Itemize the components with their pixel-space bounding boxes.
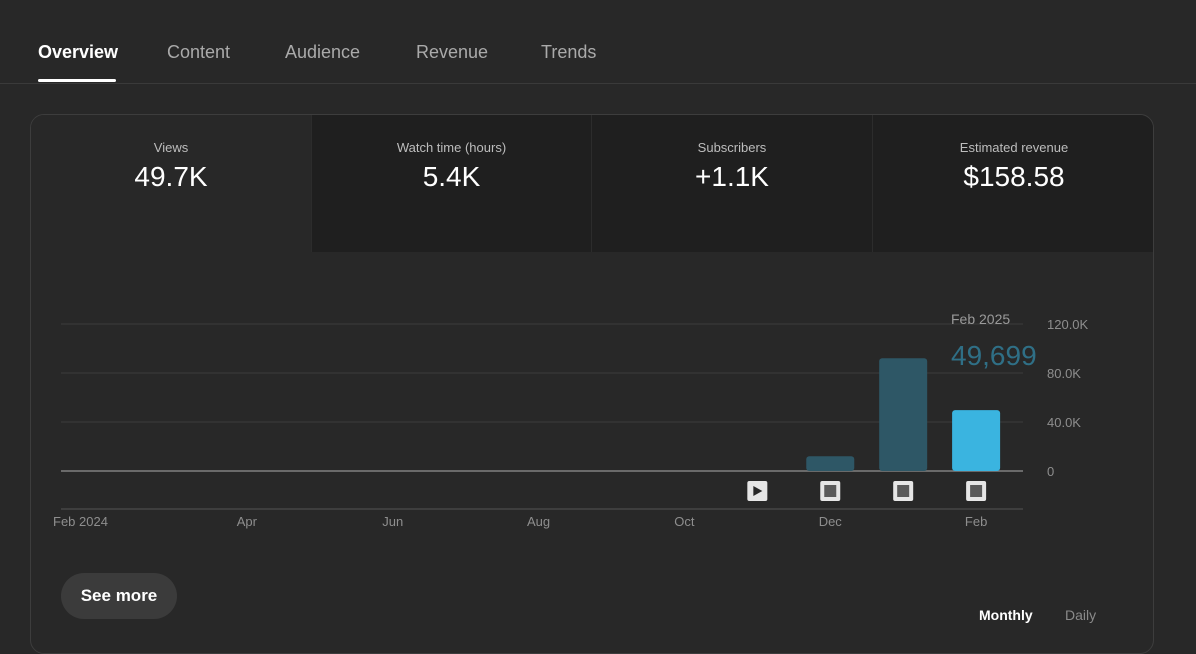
thumbnail-icon <box>970 485 983 497</box>
metric-label: Watch time (hours) <box>396 140 507 155</box>
x-tick-label: Feb <box>965 514 987 529</box>
metric-views[interactable]: Views 49.7K <box>31 115 312 252</box>
tab-bar: Overview Content Audience Revenue Trends <box>0 0 1196 84</box>
thumbnail-icon <box>897 485 910 497</box>
chart-bar <box>952 410 1001 471</box>
x-tick-label: Feb 2024 <box>53 514 108 529</box>
tab-overview[interactable]: Overview <box>38 42 119 62</box>
y-tick-label: 80.0K <box>1047 366 1081 381</box>
monthly-toggle[interactable]: Monthly <box>979 607 1033 623</box>
views-bar-chart: 0 40.0K 80.0K 120.0K Feb 2024 Apr Jun Aug Oct Dec… <box>53 311 1089 529</box>
tab-trends[interactable]: Trends <box>541 42 597 62</box>
thumbnail-icon <box>824 485 837 497</box>
chart-bar <box>879 358 928 471</box>
x-tick-label: Jun <box>382 514 403 529</box>
metric-value: 49.7K <box>134 161 208 192</box>
metric-label: Estimated revenue <box>959 140 1069 155</box>
metric-subscribers[interactable]: Subscribers +1.1K <box>592 115 873 252</box>
tab-audience[interactable]: Audience <box>285 42 361 62</box>
metric-value: +1.1K <box>695 161 769 192</box>
x-tick-label: Aug <box>527 514 550 529</box>
tooltip-value: 49,699 <box>951 340 1037 371</box>
active-tab-indicator <box>38 79 116 82</box>
metric-value: 5.4K <box>422 161 481 192</box>
metric-watch-time[interactable]: Watch time (hours) 5.4K <box>312 115 592 252</box>
tooltip-month: Feb 2025 <box>951 311 1010 327</box>
y-tick-label: 40.0K <box>1047 415 1081 430</box>
metric-value: $158.58 <box>963 161 1065 192</box>
y-tick-label: 0 <box>1047 464 1054 479</box>
x-tick-label: Oct <box>674 514 695 529</box>
chart-bar <box>806 456 855 471</box>
x-tick-label: Dec <box>819 514 843 529</box>
overview-card: Views 49.7K Watch time (hours) 5.4K Subs… <box>30 114 1154 654</box>
play-icon <box>753 486 763 496</box>
daily-toggle[interactable]: Daily <box>1065 607 1097 623</box>
y-tick-label: 120.0K <box>1047 317 1089 332</box>
metric-estimated-revenue[interactable]: Estimated revenue $158.58 <box>873 115 1153 252</box>
metric-label: Views <box>153 140 189 155</box>
x-tick-label: Apr <box>237 514 258 529</box>
tab-content[interactable]: Content <box>167 42 231 62</box>
tab-revenue[interactable]: Revenue <box>416 42 489 62</box>
see-more-button[interactable]: See more <box>61 573 177 619</box>
metric-label: Subscribers <box>697 140 767 155</box>
